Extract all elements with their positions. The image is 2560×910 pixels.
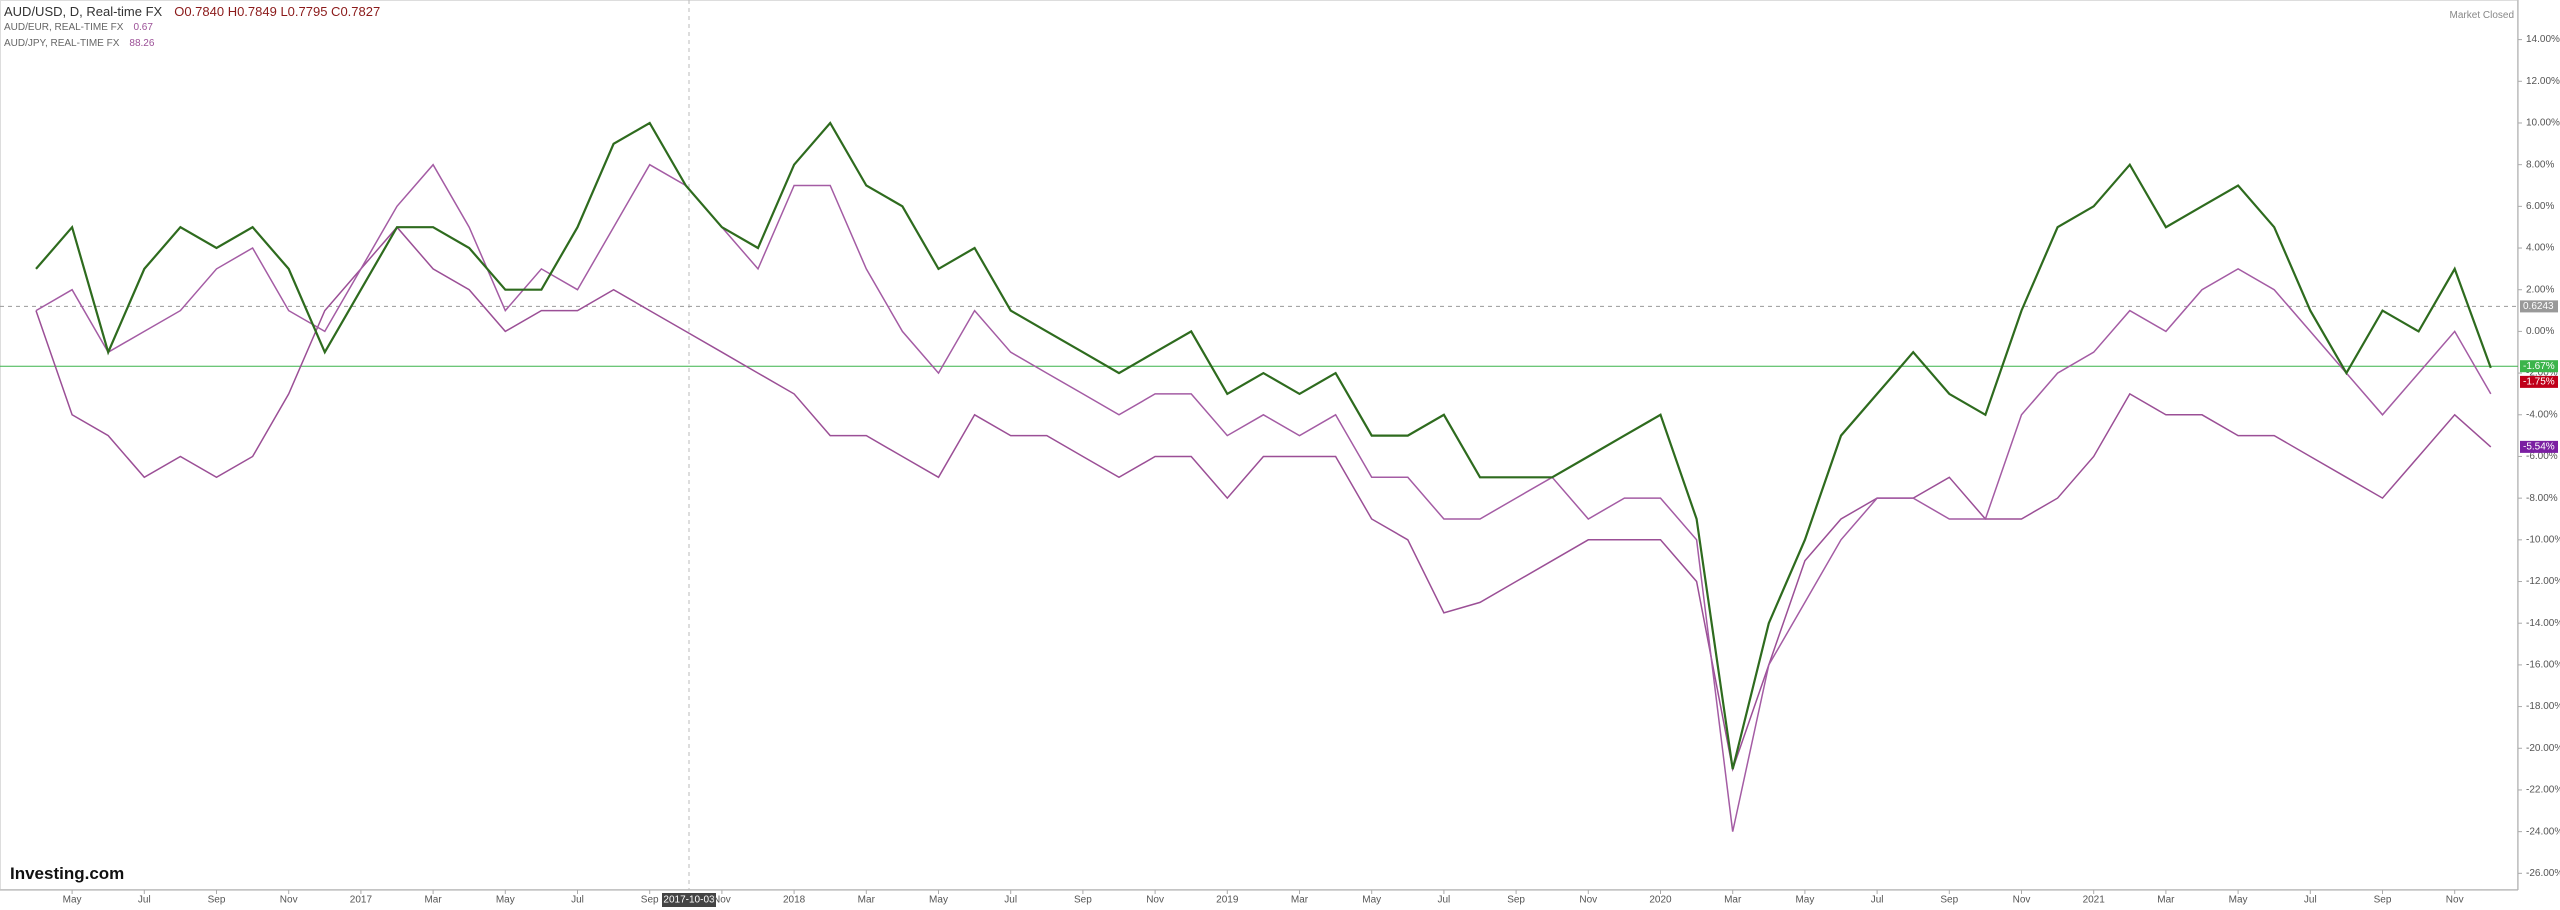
x-tick-label: Nov bbox=[1579, 895, 1597, 906]
x-tick-label: May bbox=[2229, 895, 2248, 906]
y-tick-label: 0.00% bbox=[2526, 326, 2554, 337]
x-tick-label: 2020 bbox=[1649, 895, 1672, 906]
y-tick-label: -14.00% bbox=[2526, 618, 2560, 629]
plot-frame bbox=[0, 0, 2518, 890]
x-tick-label: Mar bbox=[2157, 895, 2175, 906]
y-tick-label: -2.00% bbox=[2526, 368, 2558, 379]
y-tick-label: -20.00% bbox=[2526, 743, 2560, 754]
y-tick-label: 14.00% bbox=[2526, 34, 2560, 45]
y-tick-label: -8.00% bbox=[2526, 493, 2558, 504]
y-tick-label: 2.00% bbox=[2526, 284, 2554, 295]
title: AUD/USD, D, Real-time FX bbox=[4, 4, 163, 19]
y-tick-label: 6.00% bbox=[2526, 201, 2554, 212]
series-line bbox=[35, 121, 2492, 770]
y-tick-label: 10.00% bbox=[2526, 118, 2560, 129]
price-tag bbox=[2520, 360, 2558, 373]
legend-value: 0.67 bbox=[133, 22, 153, 33]
x-tick-label: Mar bbox=[424, 895, 442, 906]
x-tick-label: Nov bbox=[2013, 895, 2031, 906]
x-tick-label: 2018 bbox=[783, 895, 806, 906]
price-tag bbox=[2520, 440, 2558, 453]
x-tick-label: Sep bbox=[1507, 895, 1525, 906]
x-tick-label: May bbox=[1362, 895, 1381, 906]
x-tick-label: Jul bbox=[1004, 895, 1017, 906]
x-tick-label: Jul bbox=[1438, 895, 1451, 906]
brand-logo: Investing.com bbox=[10, 864, 125, 883]
x-tick-label: Mar bbox=[858, 895, 876, 906]
y-tick-label: 12.00% bbox=[2526, 76, 2560, 87]
x-tick-label: Sep bbox=[641, 895, 659, 906]
ohlc: O0.7840 H0.7849 L0.7795 C0.7827 bbox=[174, 4, 381, 19]
x-tick-label: 2017 bbox=[350, 895, 373, 906]
x-tick-label: Sep bbox=[208, 895, 226, 906]
x-tick-label: Sep bbox=[2374, 895, 2392, 906]
x-tick-label: May bbox=[496, 895, 515, 906]
y-tick-label: 8.00% bbox=[2526, 159, 2554, 170]
price-tag bbox=[2520, 300, 2558, 313]
x-tick-label: Nov bbox=[713, 895, 731, 906]
price-tag-label: 0.6243 bbox=[2523, 301, 2554, 312]
legend: AUD/USD, D, Real-time FX O0.7840 H0.7849 … bbox=[4, 4, 380, 52]
price-tag-label: -1.75% bbox=[2523, 377, 2555, 388]
x-tick-label: May bbox=[929, 895, 948, 906]
y-tick-label: -24.00% bbox=[2526, 826, 2560, 837]
y-tick-label: -4.00% bbox=[2526, 409, 2558, 420]
y-tick-label: -10.00% bbox=[2526, 534, 2560, 545]
price-tag bbox=[2520, 375, 2558, 388]
x-tick-label: May bbox=[63, 895, 82, 906]
y-tick-label: 4.00% bbox=[2526, 243, 2554, 254]
crosshair-label: 2017-10-03 bbox=[663, 895, 715, 906]
x-tick-label: Nov bbox=[1146, 895, 1164, 906]
y-tick-label: -22.00% bbox=[2526, 785, 2560, 796]
legend-entry: AUD/JPY, REAL-TIME FX bbox=[4, 38, 120, 49]
x-tick-label: Nov bbox=[280, 895, 298, 906]
market-status: Market Closed bbox=[2449, 10, 2514, 21]
price-tag-label: -1.67% bbox=[2523, 361, 2555, 372]
y-tick-label: -6.00% bbox=[2526, 451, 2558, 462]
series-line bbox=[35, 226, 2492, 772]
x-tick-label: Sep bbox=[1940, 895, 1958, 906]
x-tick-label: Jul bbox=[1871, 895, 1884, 906]
x-tick-label: 2019 bbox=[1216, 895, 1239, 906]
legend-entry: AUD/EUR, REAL-TIME FX bbox=[4, 22, 124, 33]
x-tick-label: May bbox=[1795, 895, 1814, 906]
crosshair-box bbox=[662, 893, 716, 907]
legend-value: 88.26 bbox=[129, 38, 155, 49]
x-tick-label: 2021 bbox=[2083, 895, 2106, 906]
x-tick-label: Mar bbox=[1291, 895, 1309, 906]
x-tick-label: Jul bbox=[138, 895, 151, 906]
x-tick-label: Jul bbox=[571, 895, 584, 906]
y-tick-label: -18.00% bbox=[2526, 701, 2560, 712]
x-tick-label: Sep bbox=[1074, 895, 1092, 906]
x-tick-label: Mar bbox=[1724, 895, 1742, 906]
y-tick-label: -16.00% bbox=[2526, 660, 2560, 671]
y-tick-label: -26.00% bbox=[2526, 868, 2560, 879]
y-tick-label: -12.00% bbox=[2526, 576, 2560, 587]
x-tick-label: Jul bbox=[2304, 895, 2317, 906]
x-tick-label: Nov bbox=[2446, 895, 2464, 906]
price-tag-label: -5.54% bbox=[2523, 442, 2555, 453]
series-line bbox=[35, 163, 2492, 832]
